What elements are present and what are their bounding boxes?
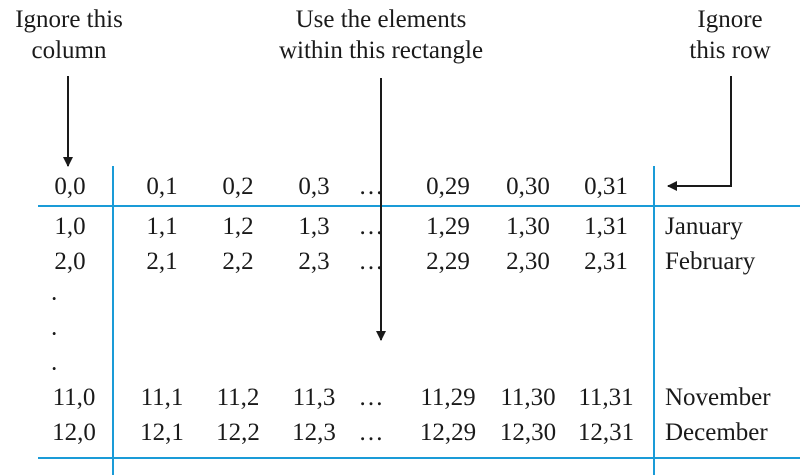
cell-0-3: 0,3 — [298, 173, 330, 200]
cell-12-31: 12,31 — [577, 419, 635, 446]
cell-12-2: 12,2 — [216, 419, 260, 446]
cell-11-31: 11,31 — [578, 384, 634, 411]
cell-1-2: 1,2 — [222, 213, 254, 240]
cell-1-3: 1,3 — [298, 213, 330, 240]
cell-11-3: 11,3 — [292, 384, 336, 411]
cell-2-31: 2,31 — [584, 248, 628, 275]
cell-12-30: 12,30 — [499, 419, 557, 446]
cell-12-ellipsis: … — [358, 419, 384, 446]
cell-11-2: 11,2 — [216, 384, 260, 411]
vertical-ellipsis-dot: · — [50, 321, 59, 348]
vertical-ellipsis-dot: · — [50, 356, 59, 383]
cell-12-3: 12,3 — [292, 419, 336, 446]
cell-0-1: 0,1 — [146, 173, 178, 200]
cell-2-3: 2,3 — [298, 248, 330, 275]
ignore-column-line-1: Ignore this — [15, 6, 123, 33]
cell-1-30: 1,30 — [506, 213, 550, 240]
use-rectangle-line-1: Use the elements — [295, 6, 467, 33]
cell-12-1: 12,1 — [140, 419, 184, 446]
ignore-column-line-2: column — [31, 37, 107, 64]
month-label-november: November — [665, 384, 771, 411]
cell-1-1: 1,1 — [146, 213, 178, 240]
ignore-row-arrow — [667, 76, 732, 191]
month-label-january: January — [665, 213, 743, 240]
cell-0-30: 0,30 — [506, 173, 550, 200]
cell-0-0: 0,0 — [54, 173, 86, 200]
cell-12-29: 12,29 — [419, 419, 477, 446]
vertical-ellipsis-dot: · — [50, 286, 59, 313]
cell-0-ellipsis: … — [358, 173, 384, 200]
cell-2-ellipsis: … — [358, 248, 384, 275]
cell-1-31: 1,31 — [584, 213, 628, 240]
use-rectangle-line-2: within this rectangle — [278, 37, 484, 64]
use-rectangle-label: Use the elements within this rectangle — [236, 4, 526, 66]
cell-1-0: 1,0 — [54, 213, 86, 240]
ignore-row-line-1: Ignore — [697, 6, 763, 33]
ignore-row-label: Ignore this row — [660, 4, 800, 66]
cell-11-30: 11,30 — [500, 384, 556, 411]
month-label-february: February — [665, 248, 756, 275]
cell-2-2: 2,2 — [222, 248, 254, 275]
cell-11-29: 11,29 — [420, 384, 476, 411]
ignore-column-label: Ignore this column — [0, 4, 138, 66]
month-label-december: December — [665, 419, 768, 446]
cell-11-0: 11,0 — [52, 384, 96, 411]
cell-11-ellipsis: … — [358, 384, 384, 411]
cell-0-2: 0,2 — [222, 173, 254, 200]
ignore-row-line-2: this row — [689, 37, 771, 64]
cell-2-1: 2,1 — [146, 248, 178, 275]
cell-2-30: 2,30 — [506, 248, 550, 275]
cell-11-1: 11,1 — [140, 384, 184, 411]
cell-2-0: 2,0 — [54, 248, 86, 275]
cell-2-29: 2,29 — [426, 248, 470, 275]
cell-1-ellipsis: … — [358, 213, 384, 240]
cell-0-31: 0,31 — [584, 173, 628, 200]
cell-0-29: 0,29 — [426, 173, 470, 200]
cell-12-0: 12,0 — [52, 419, 96, 446]
cell-1-29: 1,29 — [426, 213, 470, 240]
